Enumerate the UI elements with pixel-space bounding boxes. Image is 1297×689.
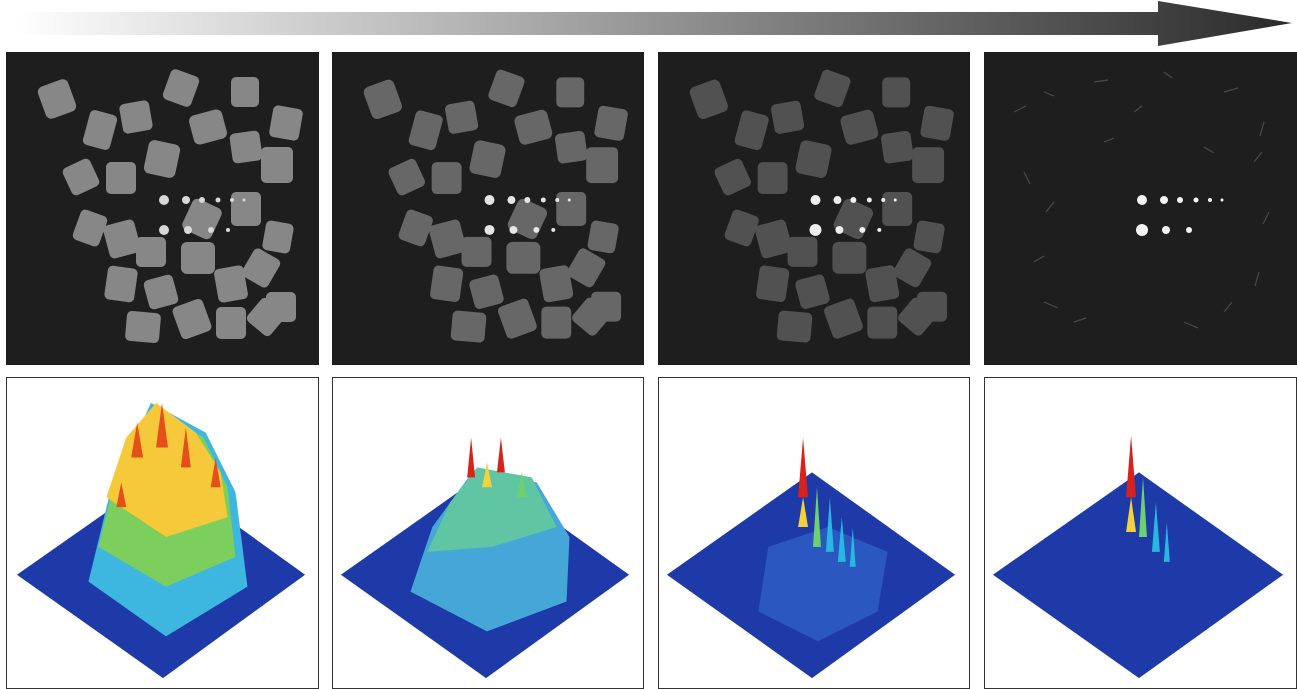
slice-image-4 xyxy=(1013,71,1270,329)
spot-row-lower xyxy=(809,223,882,236)
cube-field xyxy=(37,69,303,344)
surface-base xyxy=(992,472,1284,679)
surface-panel-4 xyxy=(984,377,1297,689)
slice-panel-2 xyxy=(332,52,644,365)
spot-row-upper xyxy=(810,195,897,206)
surface-panel-2 xyxy=(332,377,644,689)
slice-image-3 xyxy=(689,69,954,343)
slice-image-1 xyxy=(37,69,303,344)
spot-row-upper xyxy=(159,195,246,205)
surface-panel-1 xyxy=(6,377,319,689)
cube-field xyxy=(363,69,628,343)
slice-panel-3 xyxy=(658,52,970,365)
spot-row-lower xyxy=(484,224,556,235)
surface-peaks xyxy=(798,437,856,567)
cube-field xyxy=(689,69,954,343)
spot-row-upper xyxy=(484,195,571,206)
arrow-shaft-and-head xyxy=(14,1,1292,46)
surface-panel-3 xyxy=(658,377,970,689)
slice-panel-4 xyxy=(984,52,1297,365)
slice-panel-1 xyxy=(6,52,319,365)
edge-traces xyxy=(1013,71,1270,329)
spot-row-lower xyxy=(1136,224,1192,236)
surface-peaks xyxy=(1126,435,1170,562)
progression-arrow xyxy=(14,1,1292,46)
surface-plot-1 xyxy=(16,402,306,679)
spot-row-lower xyxy=(159,225,230,235)
surface-plot-4 xyxy=(992,435,1284,679)
surface-peaks xyxy=(467,437,527,498)
spot-row-upper xyxy=(1137,195,1224,205)
surface-bumps xyxy=(758,527,888,642)
slice-image-2 xyxy=(363,69,628,343)
surface-plot-2 xyxy=(340,437,630,679)
surface-plot-3 xyxy=(666,437,956,679)
surface-peaks xyxy=(116,402,221,508)
